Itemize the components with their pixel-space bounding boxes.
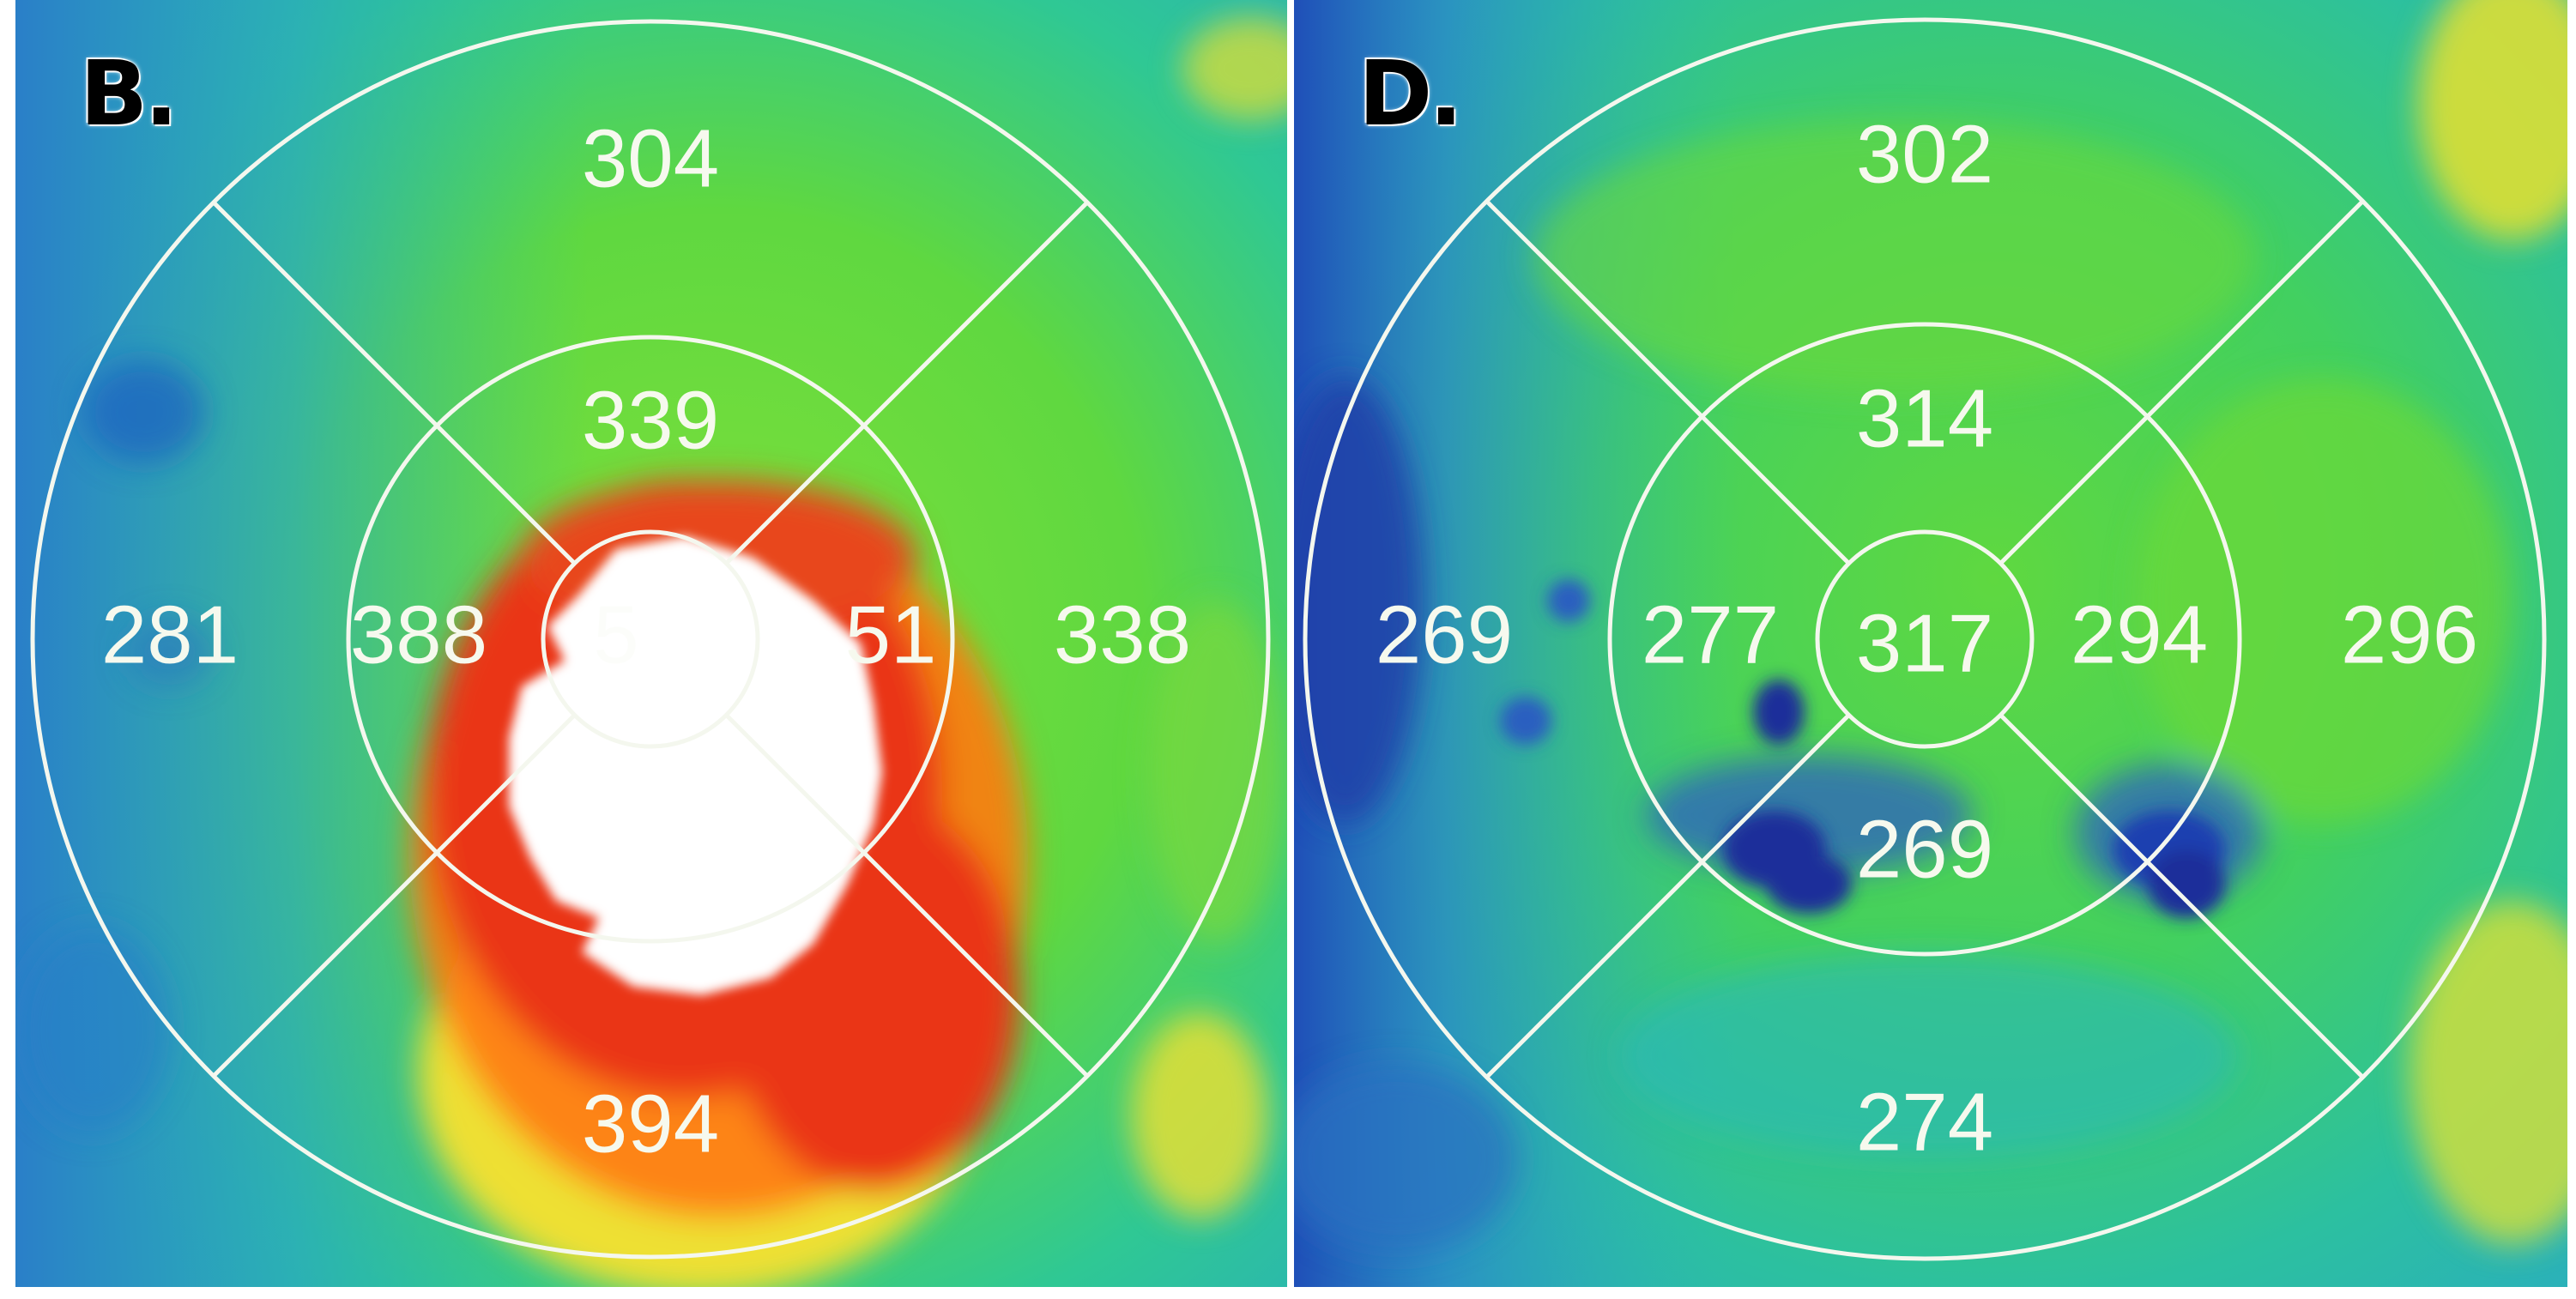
- thin-spots: [1500, 579, 2225, 918]
- panel-label: D.: [1358, 41, 1463, 146]
- segment-center: 317: [1856, 598, 1993, 690]
- segment-inner-top: 314: [1856, 373, 1993, 465]
- segment-outer-top: 304: [582, 113, 719, 205]
- segment-outer-right: 296: [2341, 589, 2478, 681]
- segment-inner-right: 51: [845, 589, 937, 681]
- segment-outer-left: 281: [101, 589, 239, 681]
- color-regions: [1294, 0, 2567, 1253]
- segment-outer-left: 269: [1376, 589, 1513, 681]
- saturation-core: [509, 536, 882, 995]
- segment-inner-top: 339: [582, 375, 719, 467]
- segment-inner-left: 277: [1642, 589, 1779, 681]
- thickness-map-d-graphic: 302 269 296 274 314 277 294 269 317: [1294, 0, 2567, 1287]
- panel-label: B.: [80, 41, 178, 146]
- bullseye-grid: [30, 19, 1271, 1260]
- segment-center: 5: [593, 589, 638, 681]
- thickness-map-b: 304 281 338 394 339 388 51 5 B.: [15, 0, 1287, 1287]
- thickness-map-b-graphic: 304 281 338 394 339 388 51 5: [15, 0, 1287, 1287]
- panel-divider: [1287, 0, 1294, 1299]
- segment-inner-bottom: 269: [1856, 804, 1993, 896]
- bullseye-grid: [1303, 17, 2547, 1261]
- segment-outer-top: 302: [1856, 109, 1993, 201]
- segment-inner-left: 388: [350, 589, 487, 681]
- segment-outer-bottom: 274: [1856, 1077, 1993, 1169]
- thin-spots: [15, 17, 1287, 1218]
- segment-inner-right: 294: [2071, 589, 2208, 681]
- segment-outer-bottom: 394: [582, 1078, 719, 1170]
- thickness-map-d: 302 269 296 274 314 277 294 269 317 D.: [1294, 0, 2567, 1287]
- segment-outer-right: 338: [1054, 589, 1191, 681]
